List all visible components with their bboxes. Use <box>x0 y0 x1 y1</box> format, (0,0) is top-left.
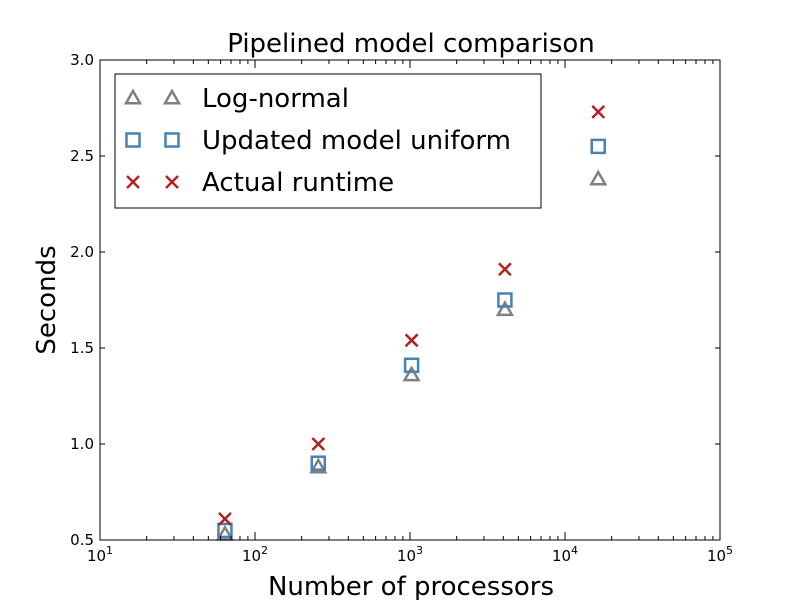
data-point-x <box>404 333 419 348</box>
legend-label: Log-normal <box>202 84 349 114</box>
data-point-triangle <box>309 457 328 474</box>
y-axis-label: Seconds <box>32 245 62 354</box>
x-tick-label: 104 <box>552 544 578 565</box>
x-tick-base: 10 <box>707 547 726 565</box>
x-tick-exponent: 4 <box>571 544 578 557</box>
x-tick-exponent: 2 <box>261 544 268 557</box>
data-point-triangle <box>215 524 235 541</box>
y-tick-label: 3.0 <box>70 51 94 69</box>
plot-area <box>215 104 608 541</box>
y-tick-label: 0.5 <box>70 531 94 549</box>
x-tick-exponent: 5 <box>726 544 733 557</box>
y-tick-label: 1.0 <box>70 435 94 453</box>
legend-entry: Log-normal <box>123 84 349 114</box>
chart-title: Pipelined model comparison <box>227 29 595 59</box>
data-point-square <box>497 292 513 308</box>
legend-label: Actual runtime <box>202 168 394 198</box>
x-tick-exponent: 3 <box>416 544 423 557</box>
data-point-x <box>311 437 326 451</box>
x-tick-exponent: 1 <box>106 544 113 557</box>
data-point-square <box>217 522 233 539</box>
legend-marker-square <box>125 132 141 148</box>
data-point-square <box>403 357 420 374</box>
x-tick-label: 101 <box>87 544 113 565</box>
y-tick-label: 1.5 <box>70 339 94 357</box>
legend-box <box>114 73 542 209</box>
data-point-x <box>498 262 512 277</box>
data-point-x <box>218 511 232 526</box>
legend-marker-x <box>126 175 140 189</box>
data-point-x <box>591 104 606 119</box>
legend-entry: Actual runtime <box>126 168 394 198</box>
data-point-triangle <box>495 300 515 317</box>
legend: Log-normal Updated model uniform Actual ru… <box>114 73 542 209</box>
y-tick-label: 2.0 <box>70 243 94 261</box>
x-tick-label: 103 <box>397 544 423 565</box>
legend-marker-triangle <box>123 88 143 105</box>
y-tick-label: 2.5 <box>70 147 94 165</box>
legend-marker-triangle <box>162 88 182 105</box>
x-tick-label: 105 <box>707 544 733 565</box>
x-tick-base: 10 <box>87 547 106 565</box>
data-point-square <box>310 455 327 471</box>
data-point-triangle <box>402 365 421 382</box>
x-tick-base: 10 <box>242 547 261 565</box>
x-tick-label: 102 <box>242 544 268 565</box>
legend-entry: Updated model uniform <box>125 126 511 156</box>
legend-marker-x <box>165 175 179 189</box>
legend-marker-square <box>164 132 180 148</box>
legend-label: Updated model uniform <box>202 126 511 156</box>
x-axis-label: Number of processors <box>268 572 554 600</box>
data-point-triangle <box>589 169 608 186</box>
data-point-square <box>590 138 606 155</box>
x-tick-base: 10 <box>397 547 416 565</box>
x-tick-base: 10 <box>552 547 571 565</box>
